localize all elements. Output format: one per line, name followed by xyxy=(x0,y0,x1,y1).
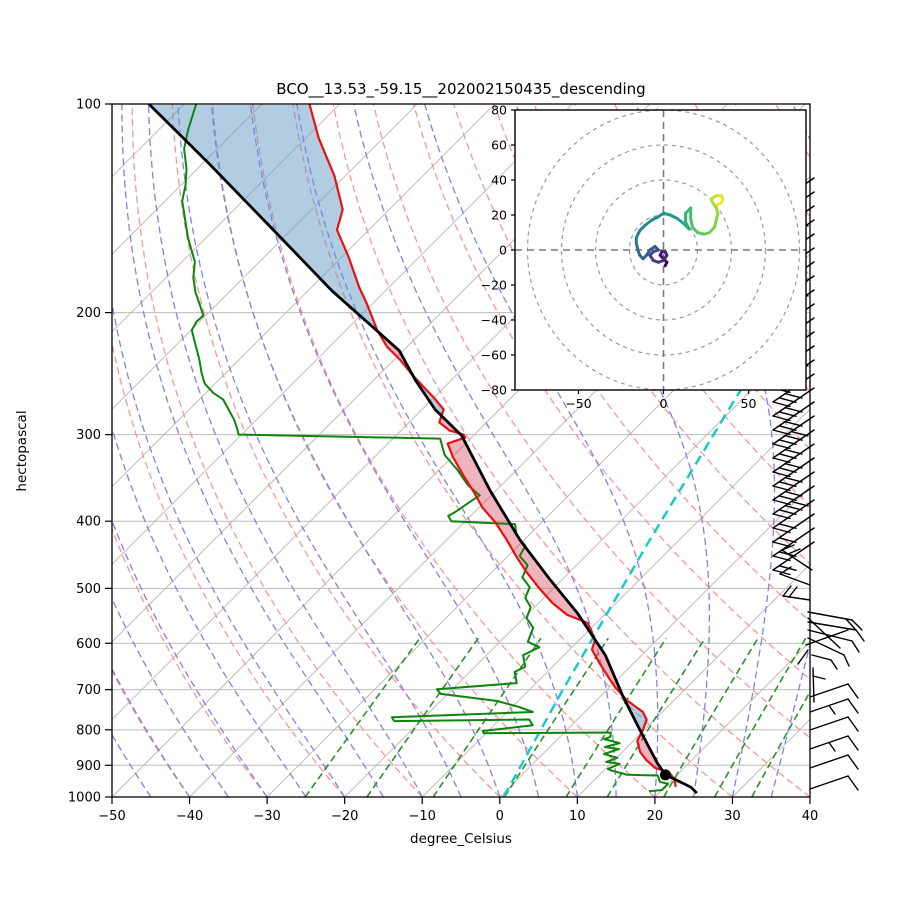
chart-title: BCO__13.53_-59.15__202002150435_descendi… xyxy=(276,80,646,98)
svg-text:−20: −20 xyxy=(481,278,507,293)
svg-text:600: 600 xyxy=(76,637,101,652)
svg-text:800: 800 xyxy=(76,723,101,738)
svg-text:0: 0 xyxy=(499,243,507,258)
hodograph-inset xyxy=(514,109,807,391)
surface-parcel-dot xyxy=(659,769,671,781)
svg-text:−80: −80 xyxy=(481,383,507,398)
hodograph-ticks: 80 60 40 20 0 −20 −40 −60 −80 −50 0 50 xyxy=(481,103,757,412)
svg-text:0: 0 xyxy=(660,396,668,411)
svg-text:−20: −20 xyxy=(331,809,358,824)
svg-text:10: 10 xyxy=(569,809,586,824)
svg-text:−40: −40 xyxy=(176,809,203,824)
hodograph-content xyxy=(515,110,806,390)
svg-text:20: 20 xyxy=(491,208,507,223)
svg-text:30: 30 xyxy=(724,809,741,824)
svg-text:−60: −60 xyxy=(481,348,507,363)
svg-text:500: 500 xyxy=(76,582,101,597)
svg-text:100: 100 xyxy=(76,98,101,113)
svg-text:400: 400 xyxy=(76,515,101,530)
mixing-ratio-lines xyxy=(304,637,810,797)
highlight-moist-adiabat xyxy=(502,273,810,797)
svg-text:−50: −50 xyxy=(98,809,125,824)
svg-text:200: 200 xyxy=(76,306,101,321)
svg-text:80: 80 xyxy=(491,103,507,118)
sounding-profiles xyxy=(147,104,698,795)
svg-text:1000: 1000 xyxy=(68,791,101,806)
svg-text:900: 900 xyxy=(76,759,101,774)
svg-text:20: 20 xyxy=(647,809,664,824)
svg-text:−50: −50 xyxy=(565,396,591,411)
svg-text:40: 40 xyxy=(491,173,507,188)
svg-text:700: 700 xyxy=(76,683,101,698)
svg-text:50: 50 xyxy=(741,396,757,411)
x-axis-label: degree_Celsius xyxy=(410,831,512,847)
y-axis-label: hectopascal xyxy=(14,410,30,492)
dewpoint-curve xyxy=(181,104,670,793)
svg-text:−10: −10 xyxy=(409,809,436,824)
svg-text:60: 60 xyxy=(491,138,507,153)
svg-text:0: 0 xyxy=(496,809,504,824)
svg-text:300: 300 xyxy=(76,428,101,443)
svg-text:−30: −30 xyxy=(253,809,280,824)
svg-text:40: 40 xyxy=(802,809,819,824)
svg-text:−40: −40 xyxy=(481,313,507,328)
